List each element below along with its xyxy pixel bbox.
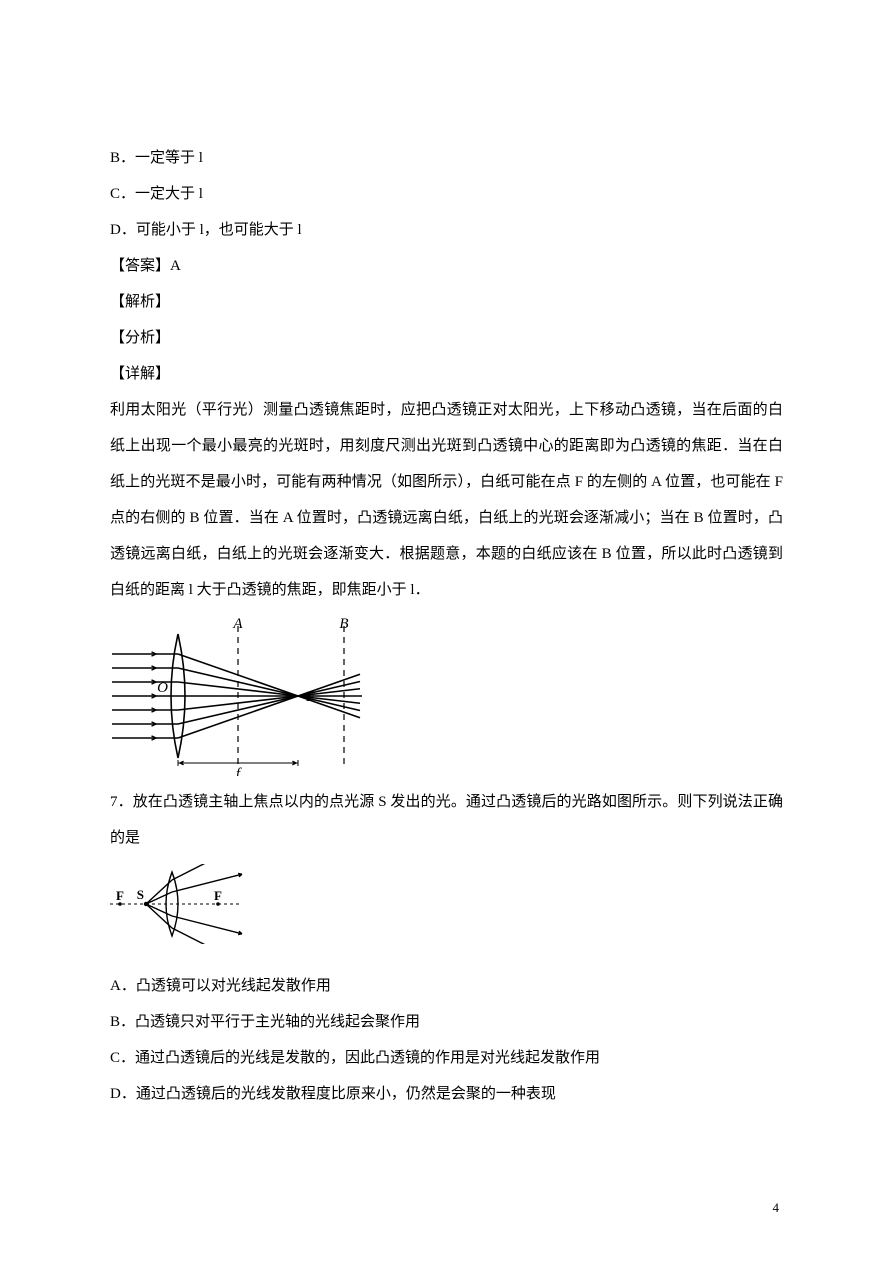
explanation-text: 利用太阳光（平行光）测量凸透镜焦距时，应把凸透镜正对太阳光，上下移动凸透镜，当在… [110,392,783,608]
page-number: 4 [110,1192,783,1223]
section-fenxi: 【分析】 [110,320,783,356]
q7-figure: FFS [106,864,783,958]
q7-stem: 7．放在凸透镜主轴上焦点以内的点光源 S 发出的光。通过凸透镜后的光路如图所示。… [110,784,783,856]
option-d: D．可能小于 l，也可能大于 l [110,212,783,248]
svg-text:O: O [157,680,168,696]
svg-text:F: F [305,689,316,705]
section-xiangjie: 【详解】 [110,356,783,392]
svg-text:F: F [214,888,222,903]
svg-text:F: F [116,888,124,903]
q7-option-d: D．通过凸透镜后的光线发散程度比原来小，仍然是会聚的一种表现 [110,1076,783,1112]
svg-text:A: A [232,616,243,632]
q7-svg: FFS [106,864,246,944]
option-c: C．一定大于 l [110,176,783,212]
section-jiexi: 【解析】 [110,284,783,320]
answer-label: 【答案】A [110,248,783,284]
svg-text:S: S [137,887,144,902]
q7-option-b: B．凸透镜只对平行于主光轴的光线起会聚作用 [110,1004,783,1040]
svg-text:B: B [339,616,348,632]
option-b: B．一定等于 l [110,140,783,176]
lens-diagram-svg: A B O Ff [108,616,368,776]
q7-option-a: A．凸透镜可以对光线起发散作用 [110,968,783,1004]
q7-option-c: C．通过凸透镜后的光线是发散的，因此凸透镜的作用是对光线起发散作用 [110,1040,783,1076]
svg-text:f: f [236,766,242,776]
lens-diagram-figure: A B O Ff [108,616,783,776]
